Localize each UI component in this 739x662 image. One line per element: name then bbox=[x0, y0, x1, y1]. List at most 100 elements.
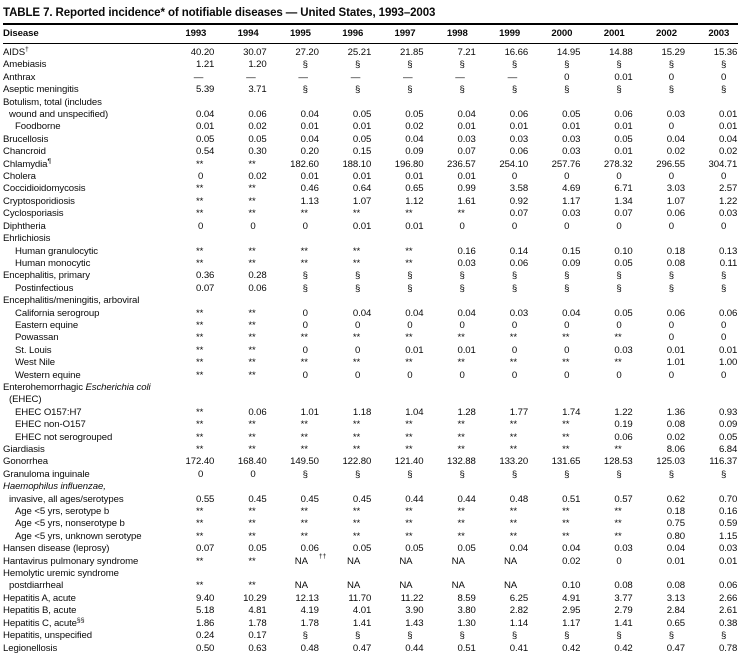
value-cell: 0.01 bbox=[718, 121, 738, 133]
value-cell: 0 bbox=[668, 171, 674, 183]
value-cell bbox=[163, 481, 215, 493]
disease-label: EHEC not serogrouped bbox=[15, 431, 113, 443]
value-cell: § bbox=[721, 630, 727, 642]
disease-label: West Nile bbox=[15, 357, 55, 369]
value-cell: 168.40 bbox=[237, 456, 267, 468]
value-cell: ** bbox=[300, 357, 308, 369]
value-cell: 3.80 bbox=[457, 605, 476, 617]
value-cell: § bbox=[511, 630, 518, 642]
value-cell: 21.85 bbox=[399, 47, 424, 58]
value-cell: 0.04 bbox=[457, 109, 476, 121]
value-cell: ** bbox=[300, 208, 308, 220]
value-cell: 6.71 bbox=[614, 183, 633, 195]
value-cell: 0.63 bbox=[248, 642, 267, 654]
value-cell: 15.29 bbox=[661, 47, 685, 58]
value-cell bbox=[215, 233, 267, 245]
value-cell: ** bbox=[352, 208, 361, 220]
table-row: Botulism, total (includes bbox=[3, 97, 738, 109]
value-cell: ** bbox=[196, 158, 204, 170]
value-cell: § bbox=[302, 270, 308, 282]
value-cell: § bbox=[459, 468, 465, 480]
value-cell: ** bbox=[352, 332, 361, 344]
disease-label: St. Louis bbox=[15, 344, 52, 356]
disease-label: Diphtheria bbox=[3, 220, 46, 232]
value-cell: ** bbox=[248, 431, 256, 443]
value-cell: 1.01 bbox=[666, 357, 685, 369]
value-cell: 0 bbox=[616, 319, 622, 331]
value-cell: 0.75 bbox=[666, 518, 685, 530]
value-cell: § bbox=[407, 84, 413, 96]
value-cell bbox=[320, 394, 372, 406]
value-cell: ** bbox=[300, 431, 308, 443]
value-cell: 0 bbox=[668, 332, 674, 344]
value-cell bbox=[581, 295, 633, 307]
value-cell: 0 bbox=[564, 344, 570, 356]
value-cell: ** bbox=[248, 518, 256, 530]
value-cell bbox=[372, 394, 424, 406]
disease-label: California serogroup bbox=[15, 307, 100, 319]
value-cell: 0.03 bbox=[718, 208, 738, 220]
value-cell: 0 bbox=[354, 369, 361, 381]
year-column-header: 2001 bbox=[581, 24, 634, 44]
value-cell bbox=[215, 394, 267, 406]
value-cell: — bbox=[455, 71, 465, 83]
value-cell bbox=[268, 394, 320, 406]
value-cell: 0.01 bbox=[457, 344, 476, 356]
value-cell bbox=[581, 233, 633, 245]
value-cell: 3.03 bbox=[666, 183, 685, 195]
value-cell: 0.05 bbox=[196, 133, 215, 145]
disease-label: Haemophilus influenzae, bbox=[3, 481, 106, 493]
value-cell bbox=[529, 394, 581, 406]
value-cell: ** bbox=[196, 506, 204, 518]
value-cell: ** bbox=[614, 357, 622, 369]
value-cell: 0.16 bbox=[718, 506, 738, 518]
value-cell: 1.78 bbox=[248, 617, 267, 629]
value-cell: 11.22 bbox=[400, 592, 424, 604]
year-column-header: 1995 bbox=[267, 24, 320, 44]
value-cell: ** bbox=[300, 530, 308, 542]
disease-label: Hantavirus pulmonary syndrome bbox=[3, 555, 139, 567]
value-cell: 2.84 bbox=[666, 605, 685, 617]
value-cell: ** bbox=[248, 195, 256, 207]
value-cell: 0.01 bbox=[457, 121, 476, 133]
value-cell: 254.10 bbox=[499, 158, 529, 170]
table-row: Encephalitis/meningitis, arboviral bbox=[3, 295, 738, 307]
value-cell: 0.16 bbox=[457, 245, 476, 257]
value-cell bbox=[320, 382, 372, 394]
value-cell: 0.45 bbox=[352, 493, 372, 505]
value-cell: 0.03 bbox=[457, 257, 476, 269]
value-cell: 1.41 bbox=[614, 617, 633, 629]
value-cell: 257.76 bbox=[551, 158, 581, 170]
value-cell: 0.01 bbox=[666, 555, 685, 567]
value-cell: 5.39 bbox=[196, 84, 215, 96]
value-cell: 4.91 bbox=[562, 592, 581, 604]
value-cell bbox=[163, 295, 215, 307]
value-cell bbox=[634, 481, 686, 493]
value-cell: 0.01 bbox=[196, 121, 215, 133]
value-cell: NA bbox=[503, 580, 518, 592]
value-cell: 0 bbox=[616, 171, 622, 183]
value-cell: ** bbox=[352, 419, 361, 431]
value-cell: 0.05 bbox=[405, 543, 424, 555]
value-cell: 1.77 bbox=[509, 406, 529, 418]
value-cell bbox=[634, 382, 686, 394]
value-cell: 1.04 bbox=[405, 406, 424, 418]
value-cell: 3.13 bbox=[666, 592, 685, 604]
value-cell bbox=[163, 382, 215, 394]
value-cell: — bbox=[193, 71, 204, 83]
value-cell: 0 bbox=[721, 369, 727, 381]
table-row: AIDS† 40.20 30.07 27.20 25.21 21.85 7.21 16.66 1… bbox=[3, 44, 738, 60]
value-cell bbox=[424, 233, 476, 245]
value-cell bbox=[268, 382, 320, 394]
value-cell: 0 bbox=[302, 319, 308, 331]
value-cell: 0.04 bbox=[666, 133, 685, 145]
value-cell: 0.15 bbox=[352, 146, 372, 158]
value-cell: ** bbox=[196, 332, 204, 344]
value-cell: ** bbox=[248, 332, 256, 344]
value-cell: 0.05 bbox=[352, 109, 372, 121]
value-cell: ** bbox=[196, 208, 204, 220]
value-cell: 0.01 bbox=[614, 71, 633, 83]
value-cell: § bbox=[668, 282, 674, 294]
table-row: Age <5 yrs, nonserotype b ** ** ** ** ** ** ** *… bbox=[3, 518, 738, 530]
value-cell: 12.13 bbox=[295, 592, 319, 604]
